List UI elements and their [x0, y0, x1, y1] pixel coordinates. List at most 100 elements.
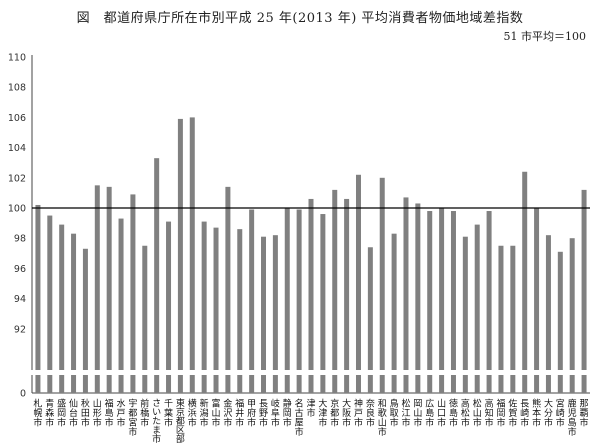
x-category-label-char: 市: [140, 417, 149, 429]
x-category-label-char: 札: [33, 398, 42, 410]
x-category-label-char: 市: [413, 417, 422, 429]
x-category-label-char: 那: [580, 399, 589, 410]
bar-16: [213, 227, 219, 393]
y-tick-label: 104: [8, 143, 26, 154]
x-category-label-char: 橋: [140, 407, 149, 419]
x-category-label-char: 浜: [188, 408, 197, 419]
bar-21: [272, 235, 278, 393]
x-category-label-char: 千: [164, 399, 173, 410]
x-category-label-char: 岡: [413, 399, 422, 410]
x-category-label-char: 市: [520, 417, 529, 429]
x-category-label: 福岡市: [496, 398, 505, 429]
bar-20: [261, 236, 267, 393]
bar-41: [510, 245, 516, 393]
x-category-label: 広島市: [425, 398, 434, 429]
x-category-label-char: 市: [318, 417, 327, 429]
x-category-label-char: 市: [69, 417, 78, 429]
x-category-label-char: さ: [152, 398, 161, 409]
x-category-label-char: 賀: [508, 407, 517, 419]
bar-17: [225, 186, 231, 393]
x-category-label: 富山市: [212, 398, 221, 429]
bar-26: [332, 189, 338, 393]
x-category-label: 青森市: [45, 398, 54, 429]
bar-27: [344, 198, 350, 393]
chart-title: 図 都道府県庁所在市別平成 25 年(2013 年) 平均消費者物価地域差指数: [76, 11, 524, 26]
x-category-label-char: 名: [295, 398, 304, 410]
x-category-label-char: 市: [496, 417, 505, 429]
x-category-label-char: 甲: [247, 399, 256, 410]
x-category-label: 山形市: [93, 399, 102, 429]
x-category-label-char: 口: [437, 409, 446, 419]
chart-note: 51 市平均＝100: [503, 30, 587, 43]
axis-break-band: [28, 370, 592, 375]
x-category-label: 金沢市: [223, 398, 232, 429]
x-category-label-char: 大: [342, 398, 351, 410]
x-category-label-char: 広: [425, 398, 434, 410]
x-category-label-char: 野: [259, 408, 268, 419]
x-category-label-char: 市: [81, 417, 90, 429]
y-tick-label: 100: [8, 204, 26, 215]
x-category-label: 盛岡市: [57, 398, 66, 429]
y-tick-label: 94: [14, 294, 26, 305]
x-category-label-char: 井: [235, 407, 244, 419]
y-tick-label: 96: [14, 264, 26, 275]
x-category-label-char: 市: [580, 417, 589, 429]
x-category-label-char: 戸: [117, 408, 126, 419]
bar-1: [35, 204, 41, 393]
bar-31: [391, 233, 397, 393]
x-category-label-char: 佐: [508, 398, 517, 410]
x-category-label-char: 福: [496, 398, 505, 410]
x-category-label-char: 山: [413, 408, 422, 419]
bar-35: [439, 208, 445, 393]
x-category-label: 松山市: [473, 398, 482, 429]
x-category-label-char: 田: [81, 408, 90, 419]
x-category-label-char: 新: [200, 398, 209, 410]
x-category-label-char: 大: [318, 398, 327, 410]
x-category-label: 松江市: [401, 398, 410, 429]
x-category-label-char: 岡: [496, 408, 505, 419]
bar-45: [557, 251, 563, 393]
x-category-label-char: 森: [45, 407, 54, 419]
x-category-label-char: た: [152, 416, 161, 427]
x-category-label-char: 市: [473, 417, 482, 429]
bar-37: [462, 236, 468, 393]
x-category-label-char: 市: [200, 417, 209, 429]
x-category-label-char: 水: [117, 398, 126, 410]
y-tick-label: 106: [8, 113, 26, 124]
bar-23: [296, 209, 302, 393]
x-category-label: 新潟市: [200, 398, 209, 429]
bar-22: [284, 208, 290, 393]
x-category-label-char: 徳: [449, 398, 458, 410]
x-category-label-char: 歌: [378, 407, 387, 419]
x-category-label: 甲府市: [247, 399, 256, 429]
bar-8: [118, 218, 124, 393]
x-category-label-char: 部: [176, 433, 185, 443]
x-category-label-char: 福: [235, 398, 244, 410]
x-category-label-char: 都: [176, 416, 185, 427]
x-category-label: 宇都宮市: [128, 398, 137, 439]
x-category-label-char: 江: [401, 408, 410, 419]
y-tick-label: 102: [8, 173, 26, 184]
x-category-label-char: 市: [295, 426, 304, 438]
x-category-label: 福井市: [235, 398, 244, 429]
bar-4: [71, 233, 77, 393]
bar-28: [355, 174, 361, 393]
x-category-label-char: 市: [378, 426, 387, 438]
chart-overlay: [28, 207, 592, 375]
x-category-label-char: 市: [223, 417, 232, 429]
x-category-labels: 札幌市青森市盛岡市仙台市秋田市山形市福島市水戸市宇都宮市前橋市さいたま市千葉市東…: [33, 397, 588, 443]
x-category-label: 秋田市: [81, 398, 90, 429]
x-category-label-char: 秋: [81, 398, 90, 410]
x-category-label-char: 山: [437, 399, 446, 410]
bar-18: [237, 229, 243, 393]
x-category-label-char: 市: [105, 417, 114, 429]
x-category-label-char: 市: [342, 417, 351, 429]
x-category-label-char: 古: [295, 407, 304, 419]
bar-34: [427, 211, 433, 393]
x-category-label-char: 金: [223, 398, 232, 410]
bar-47: [581, 189, 587, 393]
x-category-label-char: 高: [461, 398, 470, 410]
x-category-label-char: 幌: [33, 407, 42, 419]
x-category-label-char: 府: [247, 407, 256, 419]
